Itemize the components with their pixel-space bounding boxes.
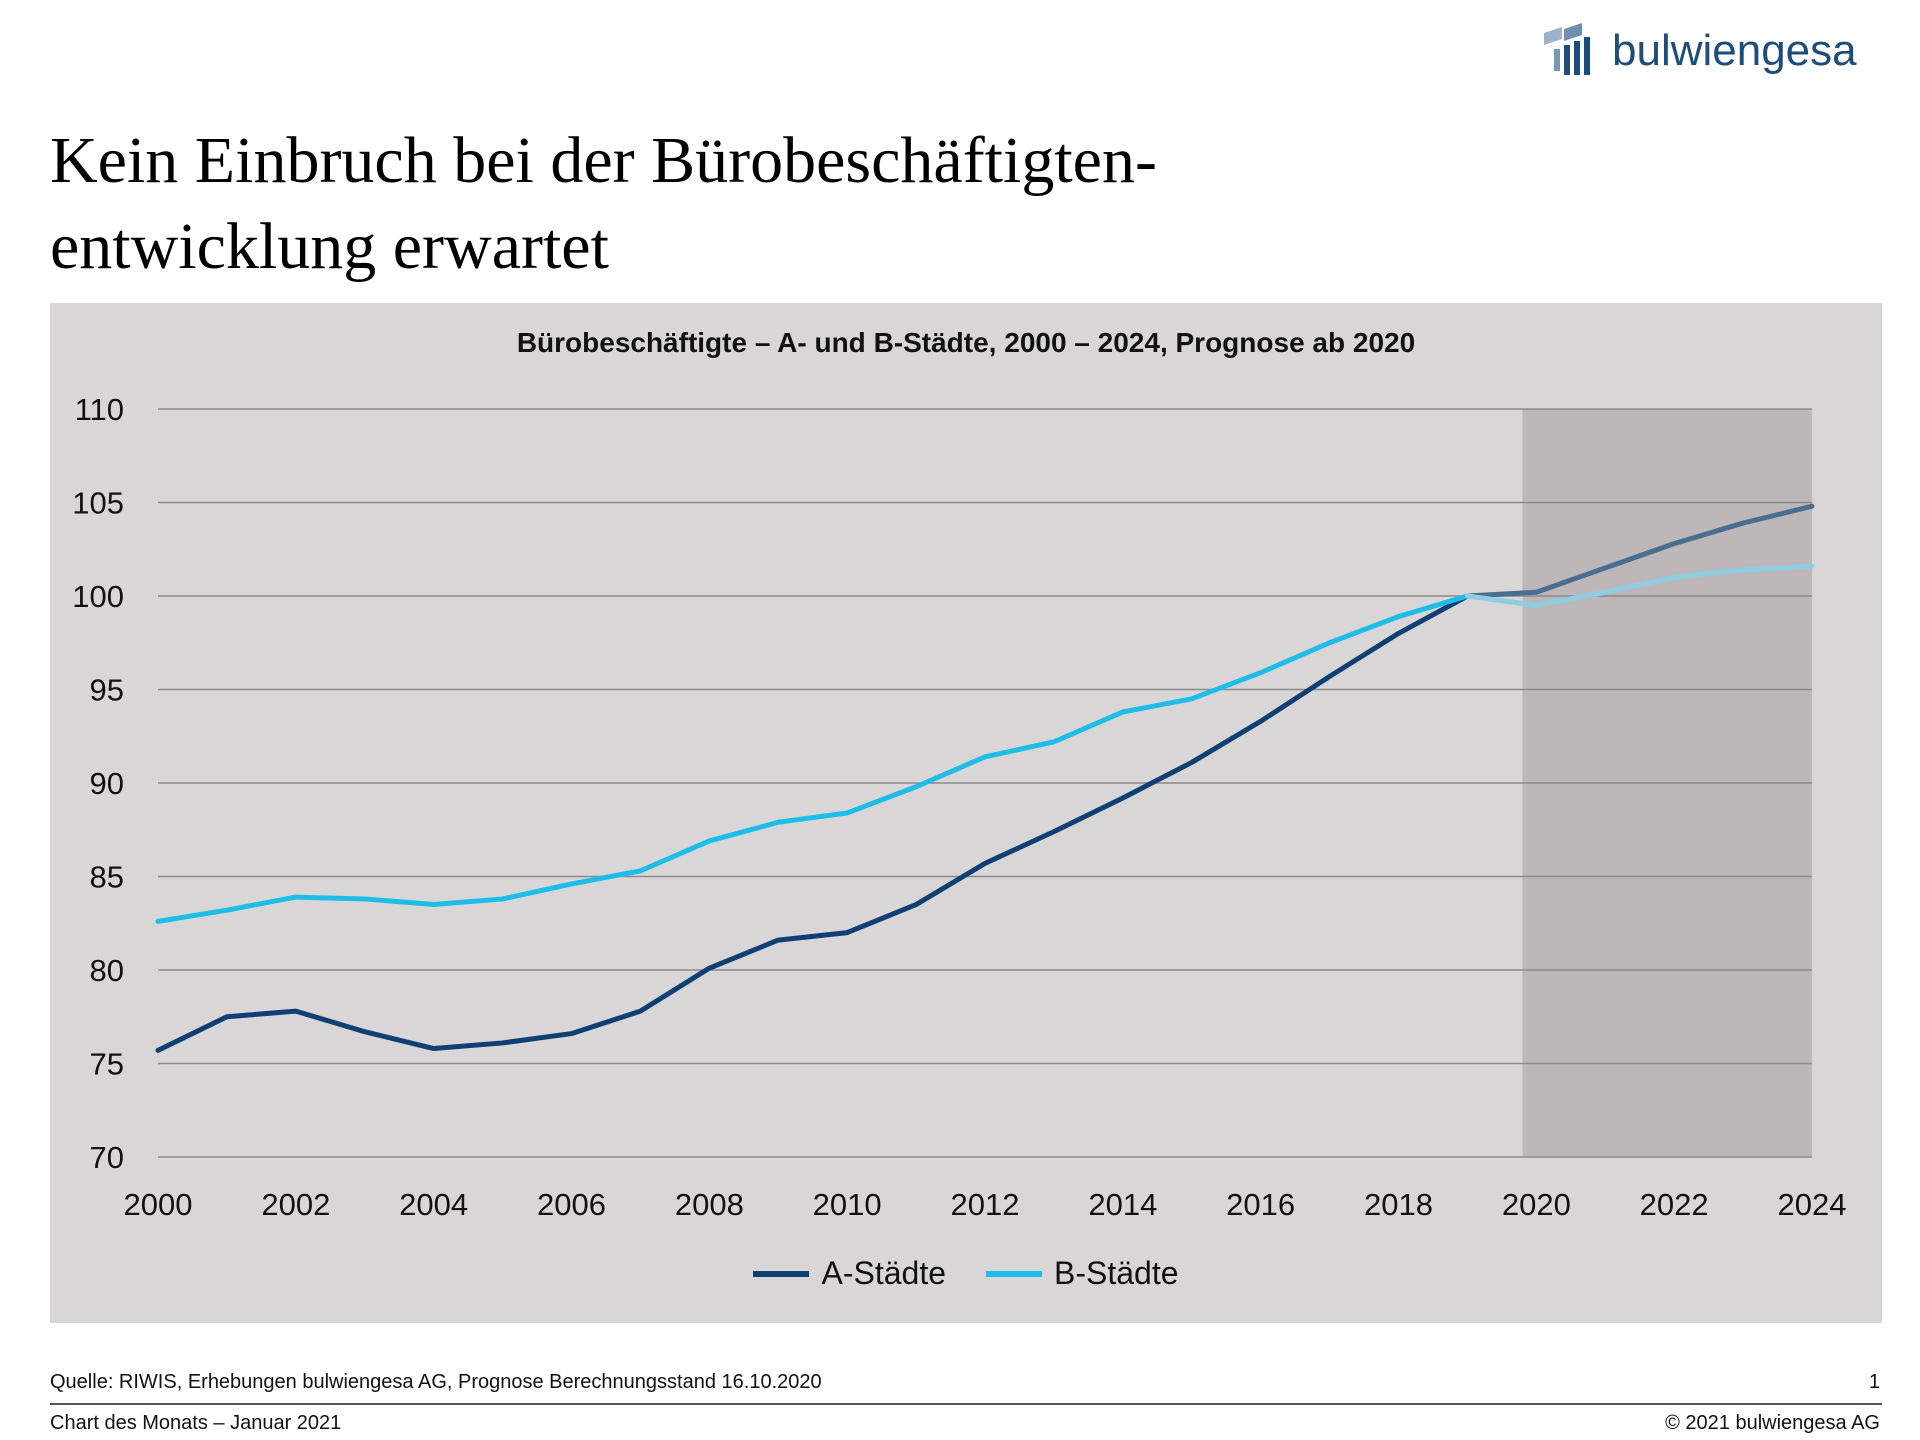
- source-note: Quelle: RIWIS, Erhebungen bulwiengesa AG…: [50, 1371, 822, 1393]
- chart-title: Bürobeschäftigte – A- und B-Städte, 2000…: [516, 327, 1416, 358]
- x-tick-label: 2018: [1364, 1187, 1433, 1222]
- y-tick-label: 95: [90, 673, 124, 708]
- headline-line-1: Kein Einbruch bei der Bürobeschäftigten-: [50, 124, 1157, 197]
- gridlines: [158, 408, 1812, 1158]
- series-lines: [155, 503, 1815, 1053]
- x-tick-label: 2016: [1226, 1187, 1295, 1222]
- page-headline: Kein Einbruch bei der Bürobeschäftigten-…: [50, 118, 1450, 290]
- x-tick-label: 2000: [124, 1187, 193, 1222]
- x-tick-label: 2006: [537, 1187, 606, 1222]
- brand-name: bulwiengesa: [1612, 26, 1857, 75]
- footer-copyright: © 2021 bulwiengesa AG: [1665, 1412, 1880, 1434]
- x-tick-label: 2014: [1088, 1187, 1157, 1222]
- legend-swatch-a-staedte: [753, 1270, 810, 1277]
- x-tick-label: 2012: [951, 1187, 1020, 1222]
- footer-divider: [50, 1403, 1882, 1405]
- legend-swatch-b-staedte: [986, 1270, 1042, 1277]
- legend-label-b-staedte: B-Städte: [1054, 1255, 1179, 1291]
- y-tick-label: 70: [90, 1140, 124, 1175]
- headline-line-2: entwicklung erwartet: [50, 210, 609, 283]
- y-tick-label: 90: [90, 766, 124, 801]
- y-tick-label: 100: [72, 579, 124, 614]
- legend-label-a-staedte: A-Städte: [821, 1255, 946, 1291]
- x-tick-label: 2020: [1502, 1187, 1571, 1222]
- legend-item-b-staedte: B-Städte: [986, 1255, 1179, 1292]
- series-line-a-staedte: [155, 593, 1470, 1053]
- bulwiengesa-logo-icon: [1544, 23, 1590, 75]
- forecast-line-b-staedte: [1464, 563, 1815, 608]
- x-tick-label: 2024: [1778, 1187, 1847, 1222]
- y-tick-label: 105: [72, 486, 124, 521]
- x-tick-label: 2010: [813, 1187, 882, 1222]
- x-tick-label: 2004: [399, 1187, 468, 1222]
- footer-chart-of-month: Chart des Monats – Januar 2021: [50, 1412, 342, 1434]
- x-axis-tick-labels: 2000 2002 2004 2006 2008 2010 2012 2014 2016 2018…: [124, 1187, 1847, 1222]
- y-tick-label: 75: [90, 1047, 124, 1082]
- forecast-line-a-staedte: [1464, 503, 1815, 599]
- x-tick-label: 2022: [1640, 1187, 1709, 1222]
- legend-item-a-staedte: A-Städte: [753, 1255, 946, 1292]
- x-tick-label: 2008: [675, 1187, 744, 1222]
- y-tick-label: 80: [90, 953, 124, 988]
- brand-logo: bulwiengesa: [1540, 16, 1857, 86]
- page-number: 1: [1868, 1371, 1880, 1393]
- series-line-b-staedte: [155, 593, 1470, 924]
- y-axis-tick-labels: 70 75 80 85 90 95 100 105 110: [72, 392, 124, 1175]
- chart-legend: A-Städte B-Städte: [50, 1255, 1882, 1292]
- y-tick-label: 110: [75, 392, 124, 427]
- y-tick-label: 85: [90, 860, 124, 895]
- x-tick-label: 2002: [261, 1187, 330, 1222]
